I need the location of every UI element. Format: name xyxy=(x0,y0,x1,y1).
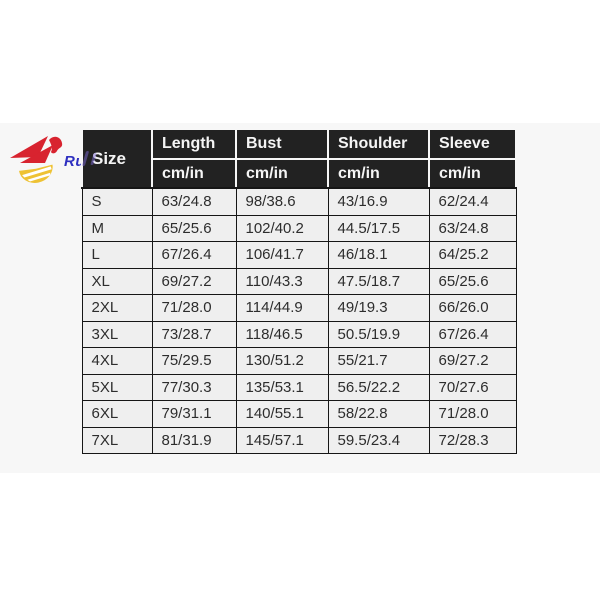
bird-logo-icon xyxy=(10,136,63,183)
bust-cell: 106/41.7 xyxy=(235,241,329,269)
size-cell: 7XL xyxy=(81,426,153,454)
bust-cell: 140/55.1 xyxy=(235,400,329,428)
sleeve-cell: 70/27.6 xyxy=(428,373,517,401)
table-row-2xl: 2XL 71/28.0 114/44.9 49/19.3 66/26.0 xyxy=(81,294,517,322)
size-chart-table: Size Length Bust Shoulder Sleeve cm/in c… xyxy=(81,128,517,454)
size-cell: S xyxy=(81,187,153,216)
unit-header-length: cm/in xyxy=(151,158,237,189)
length-cell: 79/31.1 xyxy=(151,400,237,428)
sleeve-cell: 69/27.2 xyxy=(428,347,517,375)
sleeve-cell: 66/26.0 xyxy=(428,294,517,322)
size-cell: XL xyxy=(81,267,153,295)
shoulder-cell: 49/19.3 xyxy=(327,294,430,322)
bust-cell: 118/46.5 xyxy=(235,320,329,348)
column-header-sleeve: Sleeve xyxy=(428,128,517,160)
table-row-3xl: 3XL 73/28.7 118/46.5 50.5/19.9 67/26.4 xyxy=(81,320,517,348)
column-header-length: Length xyxy=(151,128,237,160)
shoulder-cell: 56.5/22.2 xyxy=(327,373,430,401)
length-cell: 71/28.0 xyxy=(151,294,237,322)
column-header-shoulder: Shoulder xyxy=(327,128,430,160)
size-cell: 5XL xyxy=(81,373,153,401)
brand-logo-text: Ru xyxy=(64,153,85,170)
table-row-xl: XL 69/27.2 110/43.3 47.5/18.7 65/25.6 xyxy=(81,267,517,295)
shoulder-cell: 47.5/18.7 xyxy=(327,267,430,295)
bust-cell: 110/43.3 xyxy=(235,267,329,295)
shoulder-cell: 59.5/23.4 xyxy=(327,426,430,454)
length-cell: 65/25.6 xyxy=(151,214,237,242)
length-cell: 69/27.2 xyxy=(151,267,237,295)
sleeve-cell: 67/26.4 xyxy=(428,320,517,348)
size-cell: 2XL xyxy=(81,294,153,322)
table-row-5xl: 5XL 77/30.3 135/53.1 56.5/22.2 70/27.6 xyxy=(81,373,517,401)
table-row-4xl: 4XL 75/29.5 130/51.2 55/21.7 69/27.2 xyxy=(81,347,517,375)
column-header-bust: Bust xyxy=(235,128,329,160)
table-row-s: S 63/24.8 98/38.6 43/16.9 62/24.4 xyxy=(81,187,517,216)
size-cell: M xyxy=(81,214,153,242)
table-row-6xl: 6XL 79/31.1 140/55.1 58/22.8 71/28.0 xyxy=(81,400,517,428)
sleeve-cell: 65/25.6 xyxy=(428,267,517,295)
bust-cell: 98/38.6 xyxy=(235,187,329,216)
length-cell: 67/26.4 xyxy=(151,241,237,269)
size-cell: 6XL xyxy=(81,400,153,428)
shoulder-cell: 58/22.8 xyxy=(327,400,430,428)
bust-cell: 102/40.2 xyxy=(235,214,329,242)
shoulder-cell: 44.5/17.5 xyxy=(327,214,430,242)
shoulder-cell: 46/18.1 xyxy=(327,241,430,269)
sleeve-cell: 71/28.0 xyxy=(428,400,517,428)
size-cell: 3XL xyxy=(81,320,153,348)
length-cell: 75/29.5 xyxy=(151,347,237,375)
length-cell: 81/31.9 xyxy=(151,426,237,454)
size-cell: 4XL xyxy=(81,347,153,375)
bust-cell: 135/53.1 xyxy=(235,373,329,401)
sleeve-cell: 64/25.2 xyxy=(428,241,517,269)
length-cell: 77/30.3 xyxy=(151,373,237,401)
table-row-7xl: 7XL 81/31.9 145/57.1 59.5/23.4 72/28.3 xyxy=(81,426,517,454)
bust-cell: 130/51.2 xyxy=(235,347,329,375)
length-cell: 73/28.7 xyxy=(151,320,237,348)
size-cell: L xyxy=(81,241,153,269)
unit-header-sleeve: cm/in xyxy=(428,158,517,189)
bust-cell: 114/44.9 xyxy=(235,294,329,322)
table-row-m: M 65/25.6 102/40.2 44.5/17.5 63/24.8 xyxy=(81,214,517,242)
sleeve-cell: 63/24.8 xyxy=(428,214,517,242)
shoulder-cell: 50.5/19.9 xyxy=(327,320,430,348)
brand-logo: Ru xyxy=(9,133,85,185)
unit-header-bust: cm/in xyxy=(235,158,329,189)
shoulder-cell: 55/21.7 xyxy=(327,347,430,375)
shoulder-cell: 43/16.9 xyxy=(327,187,430,216)
table-row-l: L 67/26.4 106/41.7 46/18.1 64/25.2 xyxy=(81,241,517,269)
unit-header-shoulder: cm/in xyxy=(327,158,430,189)
sleeve-cell: 72/28.3 xyxy=(428,426,517,454)
sleeve-cell: 62/24.4 xyxy=(428,187,517,216)
length-cell: 63/24.8 xyxy=(151,187,237,216)
bust-cell: 145/57.1 xyxy=(235,426,329,454)
